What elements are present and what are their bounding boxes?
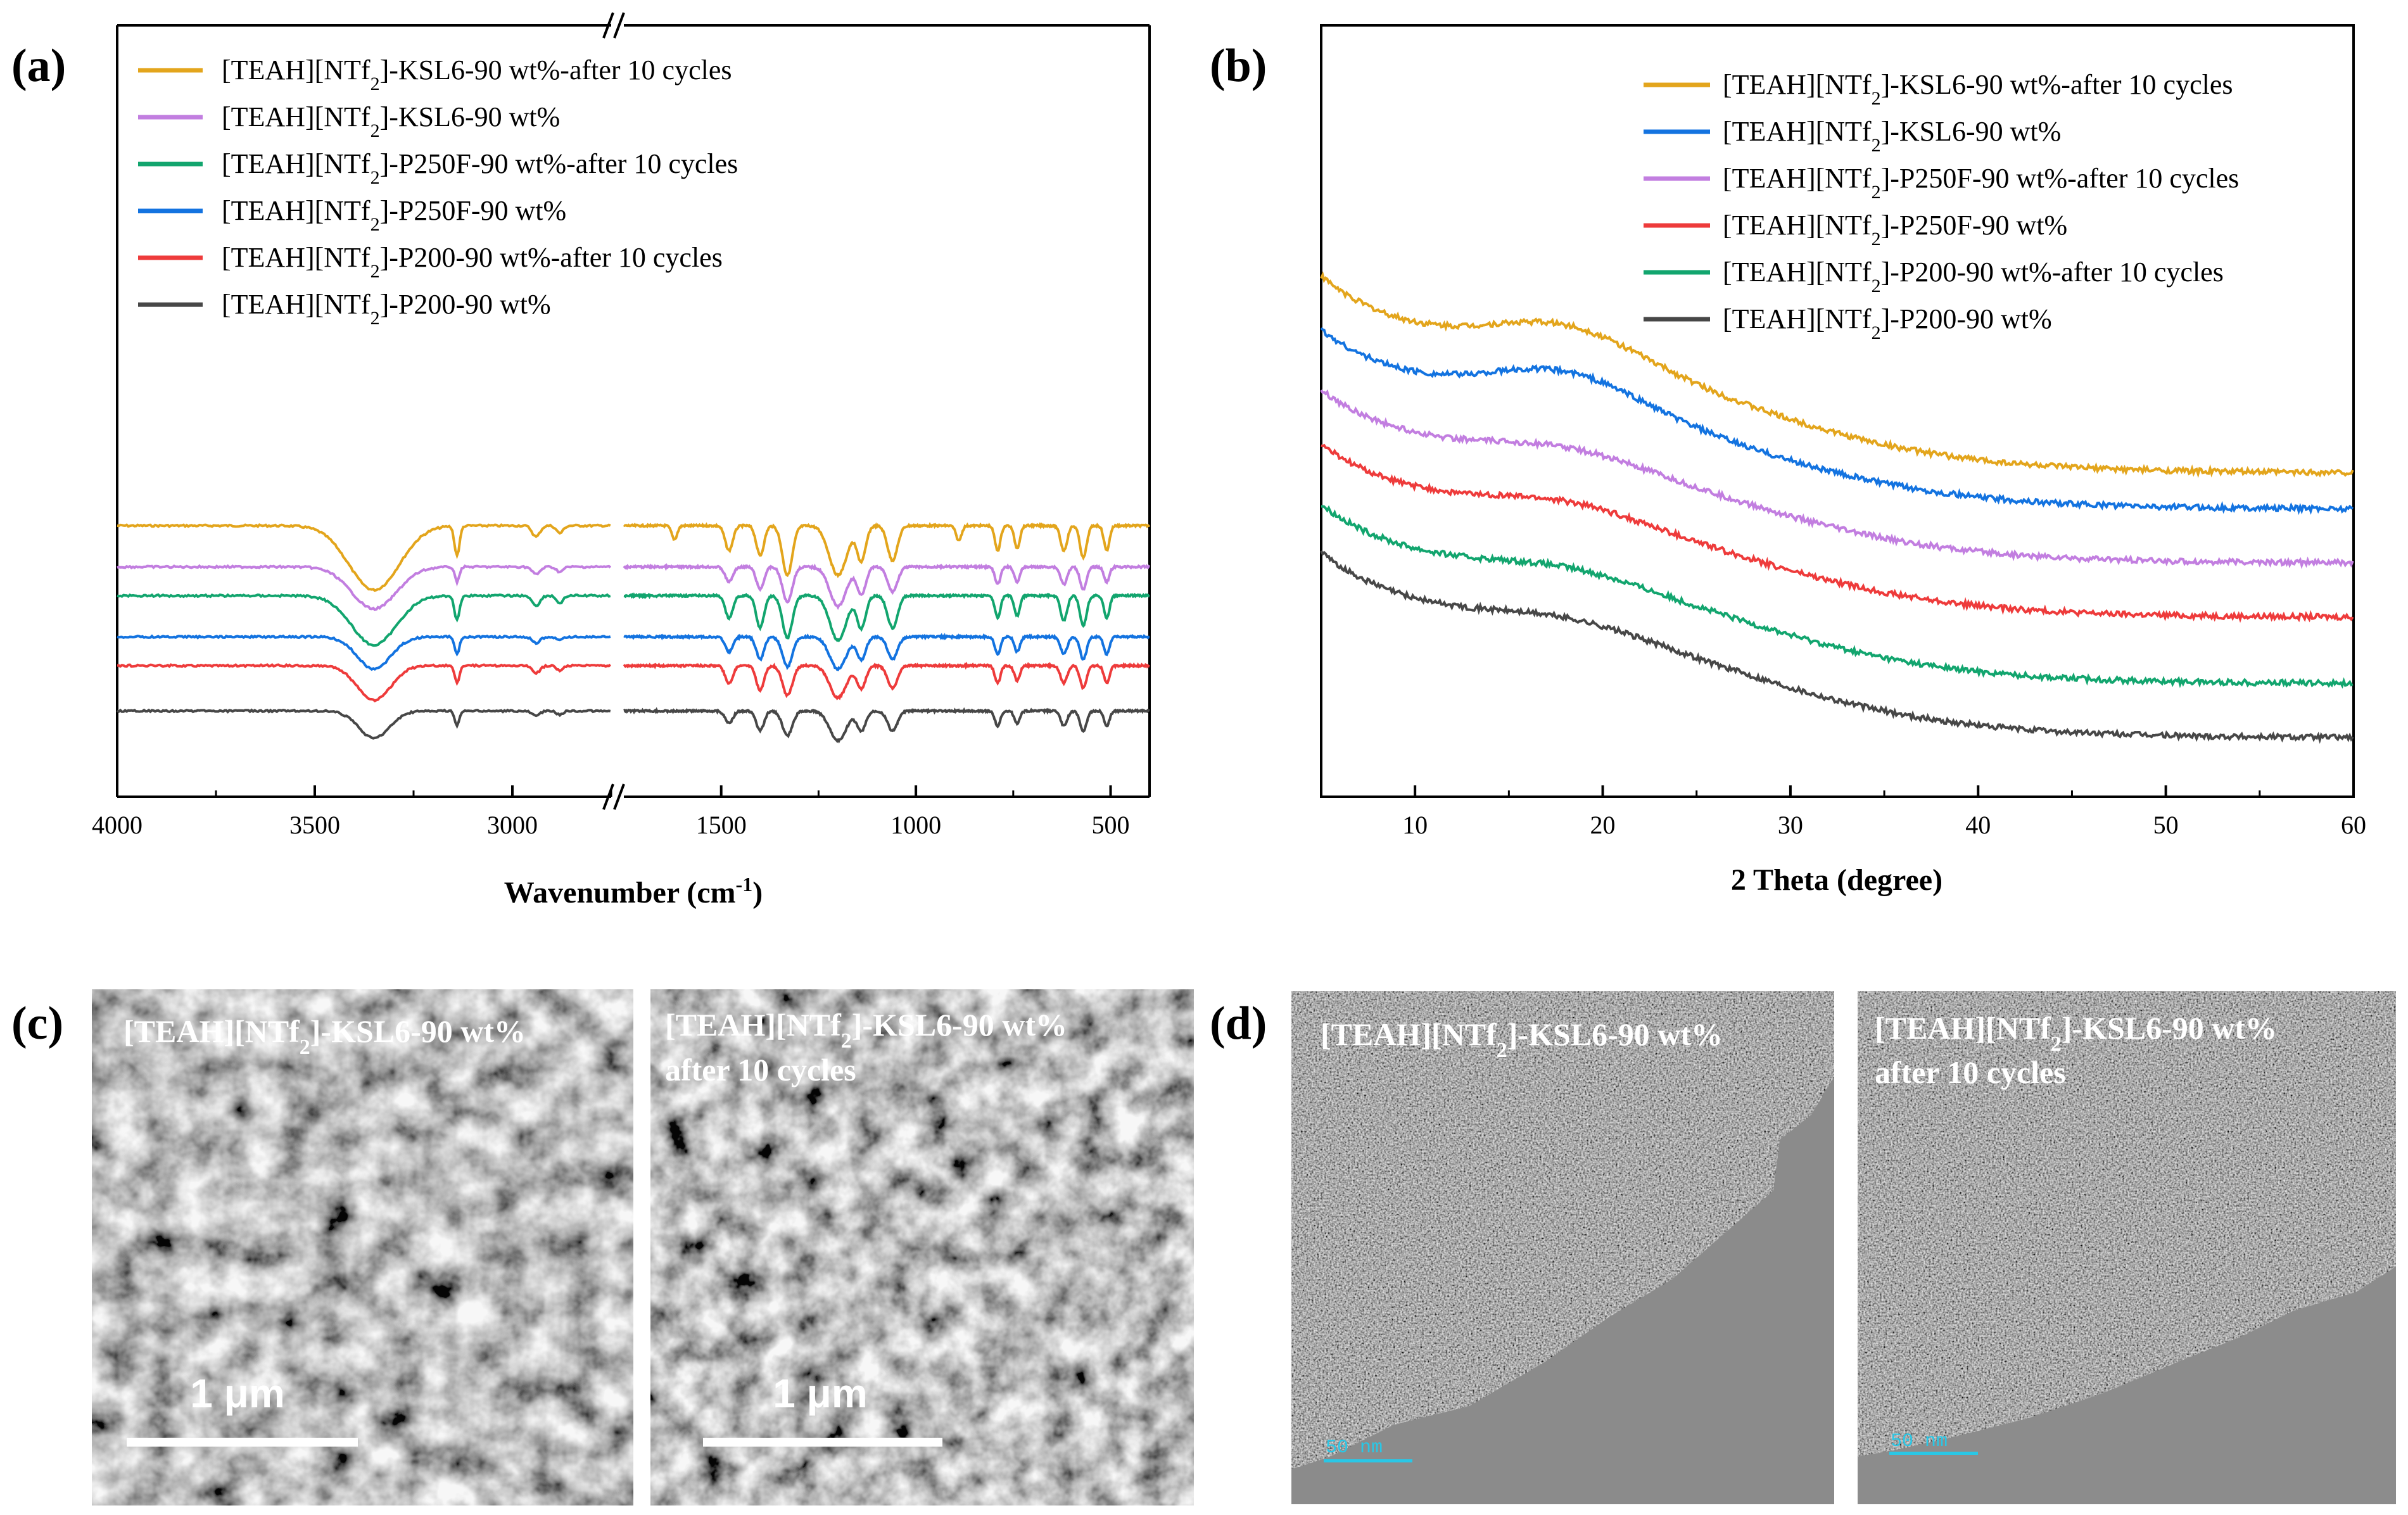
ftir-x-tick-label-3500: 3500 [289,811,340,839]
ftir-x-tick-label-1500: 1500 [696,811,747,839]
xrd-legend-label-4: [TEAH][NTf2]-P250F-90 wt% [1723,210,2067,250]
xrd-series-1 [1320,271,2354,478]
tem-2-scale-bar [1889,1452,1978,1455]
ftir-series-5-right [623,661,1150,700]
ftir-series-4-left [117,634,611,671]
axis-break-mark-top [602,12,625,39]
xrd-legend-label-6: [TEAH][NTf2]-P200-90 wt% [1723,303,2052,343]
ftir-x-tick-label-1000: 1000 [890,811,941,839]
xrd-legend-label-3: [TEAH][NTf2]-P250F-90 wt%-after 10 cycle… [1723,163,2239,203]
ftir-series-3-right [623,592,1150,643]
xrd-series-4 [1321,443,2354,623]
tem-image-2: [TEAH][NTf2]-KSL6-90 wt% after 10 cycles… [1858,991,2396,1504]
xrd-x-tick-label-60: 60 [2341,811,2366,839]
xrd-legend-label-5: [TEAH][NTf2]-P200-90 wt%-after 10 cycles [1723,257,2224,296]
sem-2-scale-label: 1 μm [773,1371,867,1416]
ftir-chart: 4000 3500 3000 1500 1000 500 [TEAH][NTf2]-KSL… [92,12,1151,910]
sem-1-scale-bar [127,1438,358,1447]
panel-d-label: (d) [1210,998,1267,1049]
panel-c-label: (c) [11,998,63,1049]
sem-2-caption-line2: after 10 cycles [665,1052,856,1087]
ftir-series-1-right [623,522,1151,578]
sem-1-caption: [TEAH][NTf2]-KSL6-90 wt% [124,1013,526,1059]
xrd-series-6 [1320,550,2354,744]
xrd-legend-label-1: [TEAH][NTf2]-KSL6-90 wt%-after 10 cycles [1723,69,2233,109]
ftir-series-5-left [117,662,612,702]
ftir-legend-label-2: [TEAH][NTf2]-KSL6-90 wt% [222,101,560,141]
xrd-x-tick-label-40: 40 [1965,811,1991,839]
xrd-x-tick-label-10: 10 [1402,811,1428,839]
tem-image-1: [TEAH][NTf2]-KSL6-90 wt% 50 nm [1291,991,1834,1504]
ftir-x-tick-label-500: 500 [1092,811,1130,839]
panel-a-label: (a) [11,40,66,92]
ftir-legend-label-1: [TEAH][NTf2]-KSL6-90 wt%-after 10 cycles [222,54,732,94]
sem-2-scale-bar [703,1438,942,1447]
xrd-x-tick-label-20: 20 [1590,811,1616,839]
ftir-series-6-right [623,707,1150,744]
xrd-x-tick-label-30: 30 [1778,811,1803,839]
sem-image-1: [TEAH][NTf2]-KSL6-90 wt% 1 μm [92,989,633,1505]
xrd-series-5 [1321,505,2354,689]
ftir-legend-label-3: [TEAH][NTf2]-P250F-90 wt%-after 10 cycle… [222,148,738,188]
ftir-series-3-left [117,593,611,647]
ftir-series-2-left [117,564,612,611]
ftir-legend-label-6: [TEAH][NTf2]-P200-90 wt% [222,289,551,329]
tem-1-caption: [TEAH][NTf2]-KSL6-90 wt% [1321,1017,1723,1062]
panel-b-label: (b) [1210,40,1267,92]
ftir-series-4-right [623,633,1150,671]
xrd-series-3 [1320,389,2354,569]
xrd-chart: 10 20 30 40 50 60 [TEAH][NTf2]-KSL6-90 wt%-af… [1320,24,2366,897]
ftir-x-tick-label-4000: 4000 [92,811,143,839]
ftir-series-2-right [623,563,1151,611]
tem-1-scale-label: 50 nm [1326,1437,1383,1459]
tem-1-scale-bar [1324,1459,1412,1462]
sem-1-scale-label: 1 μm [190,1371,284,1416]
sem-2-caption: [TEAH][NTf2]-KSL6-90 wt% [665,1007,1067,1053]
ftir-series-6-left [116,708,611,740]
xrd-series-2 [1320,327,2354,516]
ftir-x-tick-label-3000: 3000 [487,811,538,839]
xrd-x-axis-title: 2 Theta (degree) [1731,863,1942,897]
tem-2-caption-line2: after 10 cycles [1875,1055,2066,1090]
axis-break-mark-bottom [602,783,625,810]
tem-2-scale-label: 50 nm [1891,1431,1948,1452]
xrd-plot-frame [1320,24,2355,798]
xrd-legend-label-2: [TEAH][NTf2]-KSL6-90 wt% [1723,116,2061,156]
ftir-series-1-left [117,523,611,592]
tem-2-caption: [TEAH][NTf2]-KSL6-90 wt% [1875,1010,2277,1056]
ftir-legend-label-4: [TEAH][NTf2]-P250F-90 wt% [222,195,566,235]
ftir-legend-label-5: [TEAH][NTf2]-P200-90 wt%-after 10 cycles [222,242,723,282]
sem-image-2: [TEAH][NTf2]-KSL6-90 wt% after 10 cycles… [650,989,1194,1505]
xrd-x-tick-label-50: 50 [2153,811,2179,839]
ftir-x-axis-title: Wavenumber (cm-1) [504,873,763,910]
